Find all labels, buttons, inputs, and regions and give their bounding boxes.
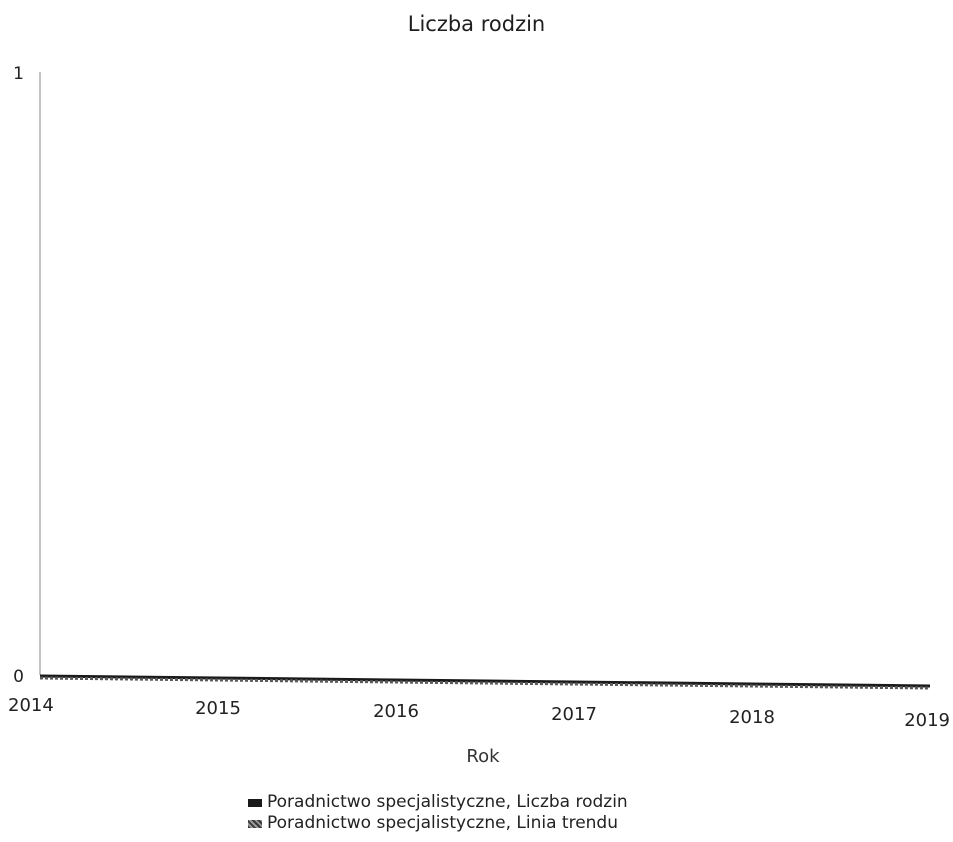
legend: Poradnictwo specjalistyczne, Liczba rodz… — [248, 792, 628, 834]
x-tick-label: 2019 — [904, 710, 950, 731]
series-line-liczba-rodzin — [39, 674, 931, 688]
legend-label-liczba-rodzin: Poradnictwo specjalistyczne, Liczba rodz… — [267, 792, 628, 812]
legend-item-linia-trendu: Poradnictwo specjalistyczne, Linia trend… — [248, 813, 628, 834]
x-tick-label: 2018 — [729, 707, 775, 728]
x-tick-label: 2017 — [551, 704, 597, 725]
x-tick-label: 2015 — [195, 698, 241, 719]
x-axis-label: Rok — [466, 746, 500, 767]
x-tick-label: 2014 — [8, 695, 54, 716]
legend-label-linia-trendu: Poradnictwo specjalistyczne, Linia trend… — [267, 813, 618, 833]
legend-swatch-linia-trendu — [248, 819, 262, 828]
y-tick-label: 0 — [13, 667, 24, 687]
y-tick-label: 1 — [13, 64, 24, 84]
x-tick-label: 2016 — [373, 701, 419, 722]
legend-swatch-liczba-rodzin — [248, 798, 262, 807]
series-line-linia-trendu — [39, 676, 931, 690]
chart-title: Liczba rodzin — [407, 12, 546, 36]
legend-item-liczba-rodzin: Poradnictwo specjalistyczne, Liczba rodz… — [248, 792, 628, 813]
